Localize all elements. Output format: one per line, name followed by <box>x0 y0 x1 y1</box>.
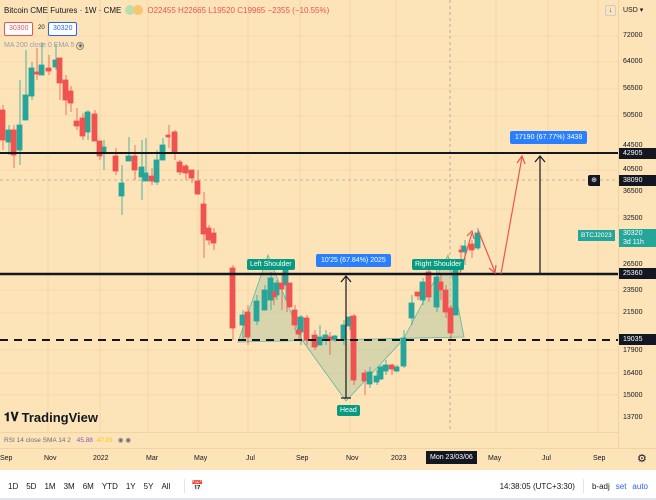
head-label: Head <box>337 405 360 416</box>
tradingview-logo-icon: 𝟏𝐕 <box>4 410 19 424</box>
visibility-icon[interactable]: ◉ <box>76 42 85 50</box>
rsi-pane[interactable]: RSI 14 close SMA 14 2 45.88 47.01 ◉ ◉ <box>0 432 618 448</box>
range-all[interactable]: All <box>161 481 171 491</box>
time-axis[interactable]: Sep Nov 2022 Mar May Jul Sep Nov 2023 Mo… <box>0 448 656 470</box>
settlement-button[interactable]: set <box>615 481 627 491</box>
range-6m[interactable]: 6M <box>82 481 94 491</box>
add-alert-icon[interactable]: ⊕ <box>588 175 600 186</box>
target-measure-label: 17190 (67.77%) 3438 <box>510 131 588 144</box>
download-icon[interactable]: ↓ <box>605 5 616 16</box>
range-5y[interactable]: 5Y <box>143 481 154 491</box>
rsi-visibility-icon: ◉ ◉ <box>117 437 131 444</box>
range-1d[interactable]: 1D <box>8 481 19 491</box>
range-1y[interactable]: 1Y <box>125 481 136 491</box>
rsi-legend[interactable]: RSI 14 close SMA 14 2 45.88 47.01 ◉ ◉ <box>4 437 131 444</box>
adjust-button[interactable]: b-adj <box>591 481 610 491</box>
range-1m[interactable]: 1M <box>44 481 56 491</box>
range-5d[interactable]: 5D <box>26 481 37 491</box>
crosshair-date-label: Mon 23/03/06 <box>426 451 477 464</box>
buy-button[interactable]: 30320 <box>48 22 78 36</box>
tradingview-logo: 𝟏𝐕 TradingView <box>4 410 98 425</box>
ma-indicator-legend[interactable]: MA 200 close 0 EMA 5 ◉ <box>4 42 85 50</box>
crosshair-price-tag: 38090 <box>619 175 656 186</box>
range-3m[interactable]: 3M <box>63 481 75 491</box>
settings-gear-icon[interactable]: ⚙ <box>637 453 647 465</box>
range-ytd[interactable]: YTD <box>101 481 118 491</box>
symbol-title[interactable]: Bitcoin CME Futures · 1W · CME <box>4 5 122 15</box>
chart-area[interactable]: Bitcoin CME Futures · 1W · CME O22455 H2… <box>0 0 618 448</box>
neckline-price-tag: 25360 <box>619 268 656 279</box>
spread-value: 20 <box>38 25 45 31</box>
goto-date-icon[interactable]: 📅 <box>191 480 204 492</box>
symbol-legend: Bitcoin CME Futures · 1W · CME O22455 H2… <box>4 5 329 15</box>
market-status-icon <box>125 5 136 15</box>
right-shoulder-label: Right Shoulder <box>412 259 465 270</box>
auto-scale-button[interactable]: auto <box>632 481 648 491</box>
support-price-tag: 19035 <box>619 334 656 345</box>
clock-timezone[interactable]: 14:38:05 (UTC+3:30) <box>499 481 575 491</box>
bottom-toolbar: 1D 5D 1M 3M 6M YTD 1Y 5Y All 📅 14:38:05 … <box>0 470 656 500</box>
left-shoulder-label: Left Shoulder <box>247 259 295 270</box>
currency-selector[interactable]: USD ▾ <box>623 7 644 14</box>
chart-canvas[interactable] <box>0 0 618 448</box>
sell-button[interactable]: 30300 <box>4 22 34 36</box>
resistance-price-tag: 42905 <box>619 148 656 159</box>
price-axis[interactable]: USD ▾ 72000 64000 56500 50500 44500 4050… <box>618 0 656 448</box>
symbol-tag: BTCJ2023 <box>578 230 615 241</box>
current-price-tag: 30320 3d 11h <box>619 229 656 247</box>
ohlc-values: O22455 H22665 L19520 C19965 −2355 (−10.5… <box>147 5 330 15</box>
pattern-height-label: 10'25 (67.84%) 2025 <box>316 254 391 267</box>
delayed-data-icon <box>133 5 144 15</box>
